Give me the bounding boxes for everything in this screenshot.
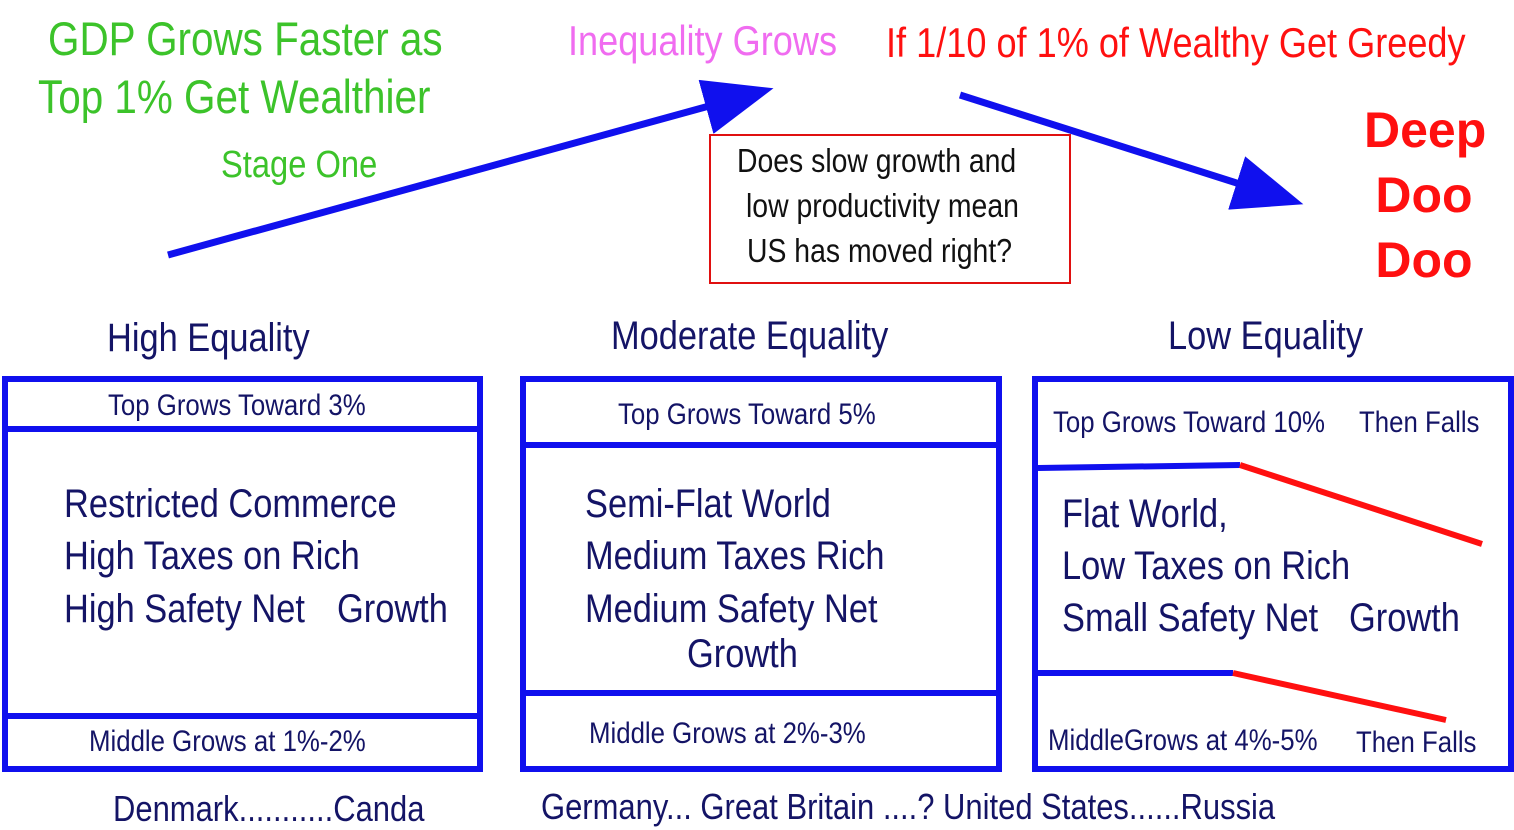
moderate-equality-growth: Growth <box>687 632 798 676</box>
low-equality-middle-then-falls: Then Falls <box>1356 726 1477 759</box>
stage-one-label: Stage One <box>221 144 378 186</box>
moderate-equality-bottom-divider <box>520 690 1002 696</box>
high-equality-top-growth: Top Grows Toward 3% <box>108 389 366 422</box>
top-divider-flat <box>1037 462 1241 471</box>
rising-arrow <box>167 79 774 259</box>
deep-word: Deep <box>1364 102 1487 158</box>
question-line-2: low productivity mean <box>746 187 1019 224</box>
top-divider-falling <box>1239 462 1483 547</box>
headline-line-1: GDP Grows Faster as <box>48 12 443 65</box>
low-equality-growth: Growth <box>1349 596 1460 640</box>
heading-high-equality: High Equality <box>107 316 310 360</box>
high-equality-bottom-divider <box>2 713 483 719</box>
high-equality-growth: Growth <box>337 587 448 631</box>
deep-doo-doo: Deep Doo Doo <box>1364 98 1487 293</box>
question-line-1: Does slow growth and <box>737 142 1017 179</box>
bottom-divider-falling <box>1232 670 1447 723</box>
high-equality-box <box>2 376 483 772</box>
headline: GDP Grows Faster as Top 1% Get Wealthier <box>38 10 507 126</box>
high-equality-body-3: High Safety Net <box>64 587 305 631</box>
moderate-equality-top-divider <box>520 442 1002 448</box>
low-equality-middle-growth: MiddleGrows at 4%-5% <box>1048 724 1318 757</box>
falling-arrow <box>958 91 1304 210</box>
high-equality-body-2: High Taxes on Rich <box>64 534 360 578</box>
low-equality-body-3: Small Safety Net <box>1062 596 1319 640</box>
high-equality-top-divider <box>2 426 483 432</box>
moderate-equality-top-growth: Top Grows Toward 5% <box>618 398 876 431</box>
headline-line-2: Top 1% Get Wealthier <box>38 70 431 123</box>
countries-right: Germany... Great Britain ....? United St… <box>541 786 1276 827</box>
low-equality-top-then-falls: Then Falls <box>1359 406 1480 439</box>
question-line-3: US has moved right? <box>747 232 1013 269</box>
question-box: Does slow growth and low productivity me… <box>709 134 1071 284</box>
moderate-equality-body-3: Medium Safety Net <box>585 587 878 631</box>
moderate-equality-box <box>520 376 1002 772</box>
moderate-equality-middle-growth: Middle Grows at 2%-3% <box>589 717 866 750</box>
low-equality-box <box>1032 376 1514 772</box>
high-equality-middle-growth: Middle Grows at 1%-2% <box>89 725 366 758</box>
doo-word-2: Doo <box>1375 232 1473 288</box>
high-equality-body-1: Restricted Commerce <box>64 482 397 526</box>
heading-moderate-equality: Moderate Equality <box>611 314 889 358</box>
inequality-label: Inequality Grows <box>568 17 838 64</box>
heading-low-equality: Low Equality <box>1168 314 1364 358</box>
low-equality-body-1: Flat World, <box>1062 492 1228 536</box>
doo-word-1: Doo <box>1375 167 1473 223</box>
low-equality-top-growth: Top Grows Toward 10% <box>1053 406 1325 439</box>
moderate-equality-body-1: Semi-Flat World <box>585 482 831 526</box>
greedy-label: If 1/10 of 1% of Wealthy Get Greedy <box>886 19 1466 66</box>
low-equality-body-2: Low Taxes on Rich <box>1062 544 1351 588</box>
moderate-equality-body-2: Medium Taxes Rich <box>585 534 885 578</box>
countries-left: Denmark...........Canda <box>113 788 425 829</box>
